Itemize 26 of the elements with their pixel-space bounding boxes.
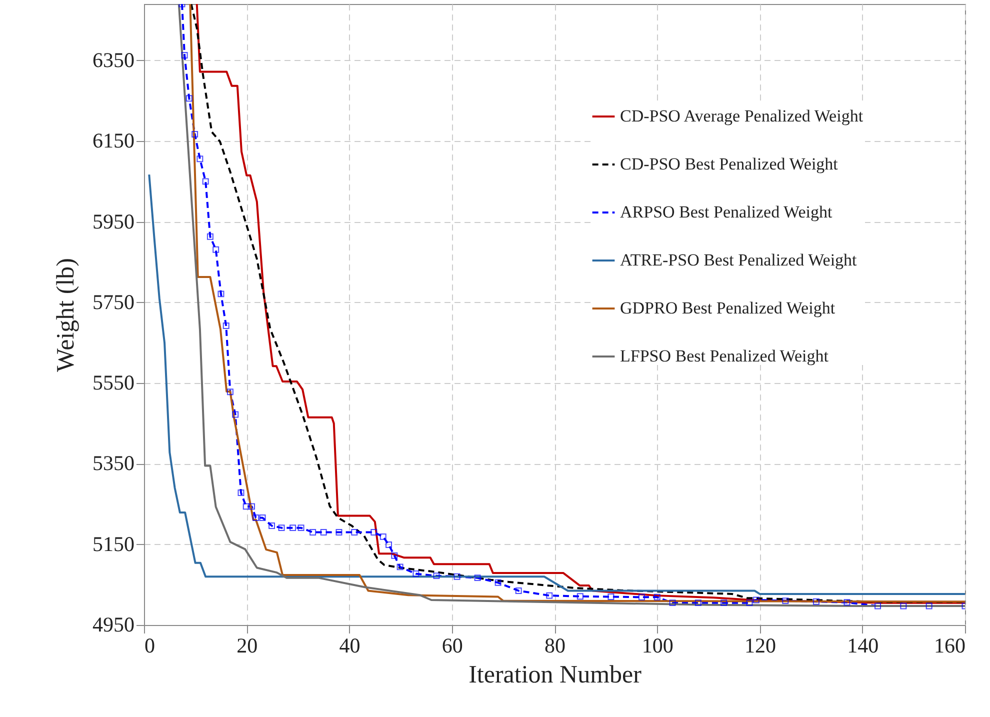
line-series [148, 174, 965, 595]
x-tick-label: 120 [744, 634, 776, 658]
legend-label: LFPSO Best Penalized Weight [620, 346, 829, 366]
x-axis-title: Iteration Number [468, 662, 642, 688]
y-axis-title: Weight (lb) [52, 258, 80, 372]
y-tick-label: 6350 [92, 48, 134, 72]
x-tick-label: 0 [144, 634, 155, 658]
x-tick-label: 80 [544, 634, 566, 658]
x-tick-label: 100 [642, 634, 674, 658]
y-tick-label: 4950 [92, 612, 134, 636]
x-tick-label: 160 [934, 634, 966, 658]
y-tick-label: 6150 [92, 128, 134, 153]
x-tick-label: 20 [236, 634, 258, 658]
y-tick-label: 5950 [92, 209, 134, 234]
x-tick-label: 40 [339, 634, 360, 658]
y-tick-label: 5150 [92, 532, 134, 556]
x-tick-label: 60 [442, 634, 463, 658]
y-tick-label: 5350 [92, 451, 134, 476]
y-tick-label: 5750 [92, 290, 134, 314]
legend-label: GDPRO Best Penalized Weight [620, 298, 836, 318]
legend-label: ATRE-PSO Best Penalized Weight [620, 250, 858, 270]
x-tick-label: 140 [847, 634, 879, 658]
legend-label: CD-PSO Average Penalized Weight [620, 106, 864, 126]
legend-label: CD-PSO Best Penalized Weight [620, 154, 838, 174]
y-tick-label: 5550 [92, 370, 134, 395]
legend-label: ARPSO Best Penalized Weight [620, 202, 833, 222]
